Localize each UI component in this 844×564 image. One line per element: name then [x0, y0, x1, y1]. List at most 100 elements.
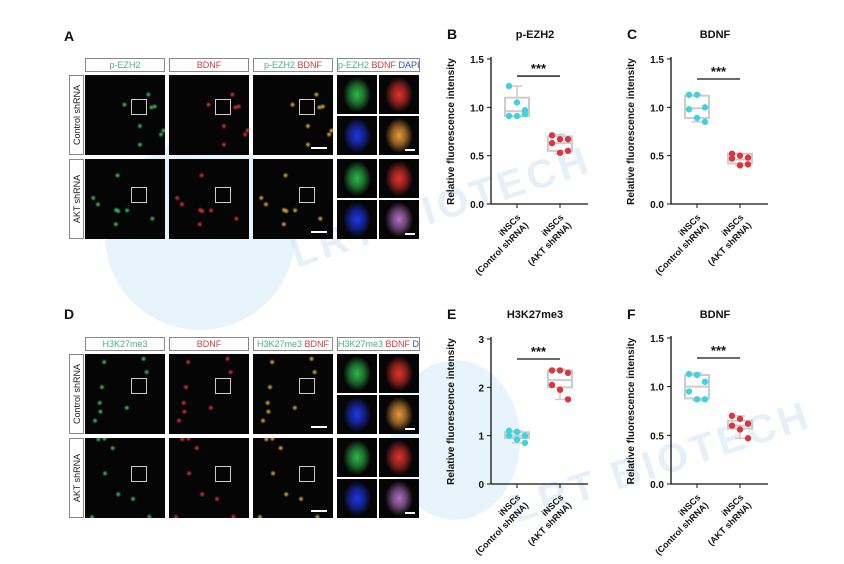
zoom-micrograph — [337, 479, 377, 518]
channel-label: p-EZH2 — [263, 60, 298, 70]
zoom-micrograph — [337, 354, 377, 393]
data-point — [556, 367, 564, 374]
data-point — [728, 150, 736, 157]
x-tick-label: iNSCs(Control shRNA) — [465, 492, 530, 557]
data-point — [548, 367, 556, 374]
row-label: AKT shRNA — [69, 438, 84, 518]
micrograph — [253, 438, 333, 518]
channel-label: DAPI — [398, 60, 420, 70]
micrograph — [85, 75, 165, 155]
panel-label: F — [627, 306, 636, 322]
data-point — [693, 396, 701, 403]
significance-label: *** — [531, 344, 547, 359]
zoom-micrograph — [379, 75, 419, 114]
y-tick-label: 1.5 — [650, 334, 664, 345]
chart-title: BDNF — [700, 29, 731, 41]
data-point — [701, 104, 709, 111]
zoom-micrograph — [379, 438, 419, 477]
y-tick-label: 1.0 — [650, 383, 664, 394]
y-tick-label: 0.5 — [650, 431, 664, 442]
scale-bar — [311, 231, 327, 233]
data-point — [556, 136, 564, 143]
channel-header: p-EZH2 BDNF DAPI — [337, 58, 420, 72]
channel-label: H3K27me3 — [338, 339, 386, 349]
zoom-micrograph — [379, 479, 419, 518]
zoom-micrograph — [379, 116, 419, 155]
scale-bar — [405, 428, 415, 430]
x-tick-label: iNSCs(Control shRNA) — [645, 492, 710, 557]
data-point — [548, 132, 556, 139]
channel-label: BDNF — [196, 339, 222, 349]
channel-header: p-EZH2 — [85, 58, 165, 72]
significance-label: *** — [531, 61, 547, 76]
data-point — [728, 155, 736, 162]
channel-header: BDNF — [169, 337, 249, 351]
data-point — [564, 136, 572, 143]
y-tick-label: 0.0 — [650, 480, 664, 491]
y-tick-label: 1.0 — [470, 103, 484, 114]
y-axis-label: Relative fluorescence intensity — [446, 58, 457, 205]
x-tick-label: iNSCs(AKT shRNA) — [698, 492, 753, 547]
roi-box — [131, 466, 148, 482]
row-label: Control shRNA — [69, 75, 84, 155]
channel-label: BDNF — [304, 339, 330, 349]
data-point — [505, 112, 513, 120]
x-tick-label: iNSCs(Control shRNA) — [465, 212, 530, 277]
channel-label: BDNF — [371, 60, 399, 70]
channel-header: p-EZH2 BDNF — [253, 58, 333, 72]
zoom-micrograph — [379, 200, 419, 239]
y-tick-label: 0.0 — [470, 200, 484, 211]
zoom-micrograph — [337, 75, 377, 114]
data-point — [744, 435, 752, 442]
chart-title: p-EZH2 — [516, 29, 555, 41]
data-point — [513, 428, 521, 435]
data-point — [564, 369, 572, 377]
data-point — [744, 154, 752, 161]
roi-box — [131, 187, 148, 203]
data-point — [556, 149, 564, 156]
channel-header: BDNF — [169, 58, 249, 72]
channel-label: H3K27me3 — [256, 339, 305, 349]
channel-header: H3K27me3 — [85, 337, 165, 351]
data-point — [505, 432, 513, 439]
scale-bar — [405, 149, 415, 151]
roi-box — [131, 378, 148, 394]
channel-label: p-EZH2 — [338, 60, 372, 70]
zoom-micrograph — [337, 116, 377, 155]
data-point — [736, 415, 744, 422]
zoom-micrograph — [379, 395, 419, 434]
data-point — [728, 412, 736, 420]
panel-label: E — [447, 306, 456, 322]
panel-label: B — [447, 26, 457, 42]
x-tick-label: iNSCs(AKT shRNA) — [518, 212, 573, 267]
y-tick-label: 0.0 — [650, 200, 664, 211]
y-axis-label: Relative fluorescence intensity — [446, 338, 457, 485]
roi-box — [299, 99, 316, 115]
chart-f: F BDNF Relative fluorescence intensity 0.0 0… — [626, 306, 768, 557]
micrograph — [169, 438, 249, 518]
roi-box — [215, 99, 232, 115]
chart-c: C BDNF Relative fluorescence intensity 0.0 0… — [626, 26, 768, 277]
channel-label: BDNF — [385, 339, 413, 349]
data-point — [685, 106, 693, 113]
data-point — [513, 112, 521, 120]
y-tick-label: 3 — [478, 335, 484, 346]
chart-title: BDNF — [700, 309, 731, 321]
y-axis-label: Relative fluorescence intensity — [626, 337, 637, 484]
roi-box — [299, 187, 316, 203]
data-point — [513, 99, 521, 106]
roi-box — [131, 99, 148, 115]
y-tick-label: 1.5 — [470, 55, 484, 66]
data-point — [513, 436, 521, 443]
scale-bar — [311, 147, 327, 149]
data-point — [564, 396, 572, 403]
data-point — [701, 118, 709, 126]
zoom-micrograph — [337, 159, 377, 198]
channel-label: BDNF — [297, 60, 323, 70]
zoom-micrograph — [337, 438, 377, 477]
panel-label-d: D — [64, 306, 75, 322]
micrograph — [253, 75, 333, 155]
data-point — [505, 427, 513, 435]
